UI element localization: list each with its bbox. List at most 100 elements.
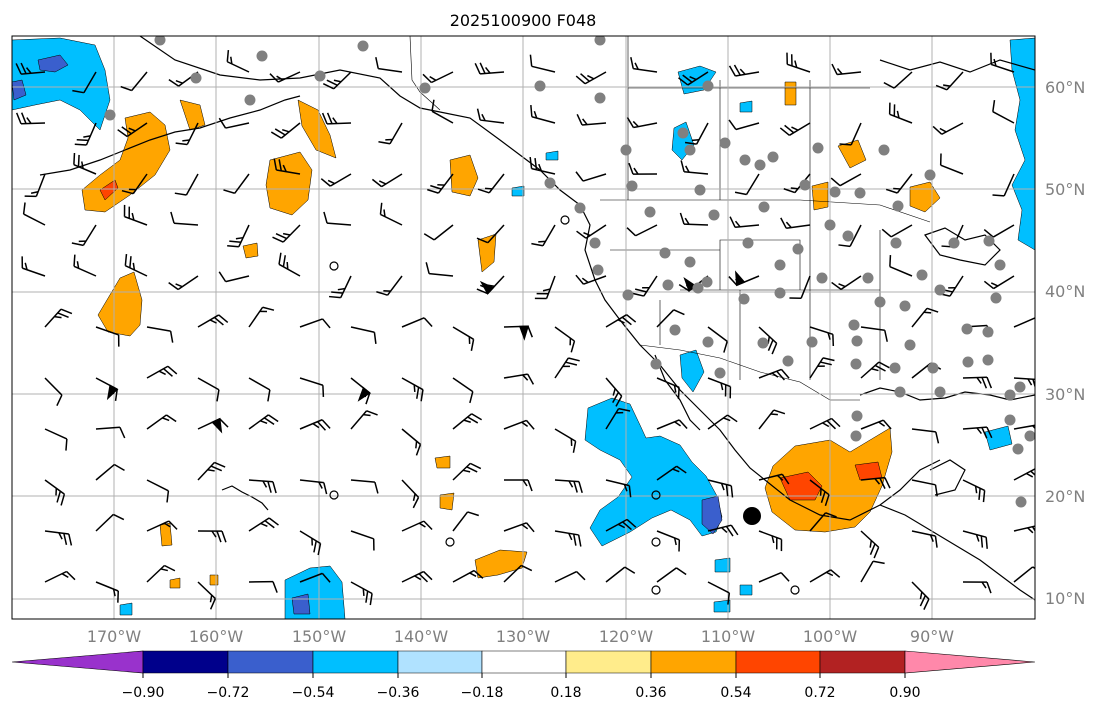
station-marker — [806, 336, 818, 348]
wind-barb — [503, 373, 535, 385]
wind-barb — [452, 326, 475, 351]
wind-barb — [452, 569, 484, 583]
wind-barb — [15, 112, 46, 125]
wind-barb — [197, 530, 227, 543]
station-marker — [982, 354, 994, 366]
colorbar-tick-label: −0.36 — [377, 685, 420, 701]
wind-barb — [707, 479, 734, 498]
wind-barb — [679, 212, 709, 226]
positive-anomaly-area — [439, 492, 455, 511]
wind-barb — [375, 57, 403, 73]
wind-barb — [431, 99, 454, 124]
station-marker — [738, 293, 750, 305]
wind-barb — [888, 102, 913, 124]
wind-barb — [911, 307, 939, 328]
station-marker — [854, 187, 866, 199]
alaska-canada-border — [409, 36, 441, 111]
station-marker — [842, 230, 854, 242]
station-marker — [701, 276, 713, 288]
station-markers — [104, 36, 1035, 508]
wind-barb — [1013, 524, 1035, 537]
station-marker — [874, 296, 886, 308]
wind-barb — [605, 377, 623, 407]
wind-barb — [605, 566, 636, 583]
wind-barb — [605, 518, 637, 532]
station-marker — [1014, 381, 1026, 393]
wind-barb — [427, 173, 454, 194]
wind-barb — [321, 112, 352, 125]
wind-barb — [605, 407, 631, 430]
wind-barb — [476, 275, 505, 295]
station-marker — [824, 219, 836, 231]
colorbar-bin — [142, 650, 229, 674]
wind-barb — [554, 479, 583, 494]
wind-barb — [452, 511, 479, 532]
wind-barb — [656, 567, 687, 583]
wind-barb — [95, 463, 125, 481]
station-marker — [878, 144, 890, 156]
station-marker — [719, 137, 731, 149]
wind-barb — [530, 104, 556, 124]
wind-barb — [786, 52, 811, 73]
wind-barb — [630, 57, 658, 73]
station-marker — [812, 142, 824, 154]
colorbar-tick-label: −0.18 — [461, 685, 504, 701]
station-marker — [669, 324, 681, 336]
wind-barb — [809, 512, 837, 532]
wind-barb — [95, 377, 119, 401]
wind-barb — [883, 71, 913, 89]
positive-anomaly-area — [477, 233, 497, 273]
station-marker — [1012, 443, 1024, 455]
station-marker — [994, 259, 1006, 271]
wind-barb — [371, 173, 403, 188]
figure-title: 2025100900 F048 — [450, 11, 597, 30]
colorbar-tick-label: −0.54 — [292, 685, 335, 701]
station-marker — [934, 386, 946, 398]
wind-barb — [789, 275, 811, 300]
wind-barb — [226, 50, 250, 73]
station-marker — [419, 82, 431, 94]
wind-barb — [146, 479, 170, 503]
wind-barb — [554, 570, 586, 583]
station-marker — [650, 358, 662, 370]
wind-barb — [320, 173, 352, 187]
colorbar: −0.90 −0.72 −0.54 −0.36 −0.18 0.18 0.36 0.54 0.7… — [11, 650, 1036, 701]
negative-anomaly-area — [584, 397, 723, 547]
station-marker — [983, 235, 995, 247]
wind-barb — [734, 173, 760, 196]
wind-barb — [270, 122, 301, 139]
station-marker — [659, 247, 671, 259]
colorbar-bin — [397, 650, 483, 674]
wind-barb — [350, 479, 379, 494]
station-marker — [684, 144, 696, 156]
lon-label: 140°W — [394, 627, 449, 646]
colorbar-bin — [227, 650, 314, 674]
lon-labels: 170°W 160°W 150°W 140°W 130°W 120°W 110°… — [87, 627, 954, 646]
coastline-gulf — [859, 387, 1035, 401]
station-marker — [961, 323, 973, 335]
station-marker — [739, 154, 751, 166]
wind-barb — [728, 64, 760, 77]
wind-barb — [809, 417, 841, 430]
wind-barb — [248, 479, 277, 494]
wind-barb — [758, 326, 778, 355]
calm-marker — [651, 537, 661, 547]
station-marker — [1004, 414, 1016, 426]
wind-barb — [758, 368, 790, 381]
wind-barb — [401, 520, 433, 532]
wind-barb — [376, 275, 403, 296]
negative-anomaly-area — [1009, 37, 1035, 251]
wind-barb — [350, 581, 373, 606]
station-marker — [684, 256, 696, 268]
colorbar-bin — [565, 650, 652, 674]
colorbar-tick-label: 0.72 — [804, 685, 835, 701]
wind-barb — [422, 71, 454, 84]
wind-barb — [860, 326, 888, 342]
station-marker — [702, 80, 714, 92]
station-marker — [626, 180, 638, 192]
wind-barb — [707, 524, 739, 537]
station-marker — [948, 237, 960, 249]
wind-barb — [197, 314, 229, 328]
wind-barb — [350, 530, 375, 551]
